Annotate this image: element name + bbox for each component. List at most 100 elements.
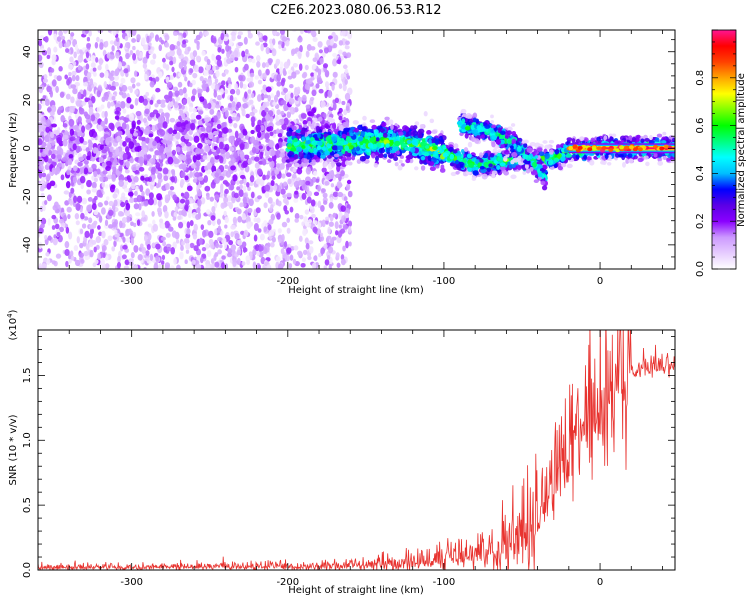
heatmap-cell bbox=[114, 229, 118, 235]
heatmap-cell bbox=[234, 56, 239, 62]
heatmap-cell bbox=[179, 109, 184, 116]
heatmap-cell bbox=[340, 258, 346, 266]
heatmap-cell bbox=[277, 40, 283, 46]
heatmap-cell bbox=[139, 184, 144, 193]
heatmap-cell bbox=[247, 207, 253, 214]
heatmap-cell bbox=[224, 188, 229, 195]
heatmap-cell bbox=[218, 141, 224, 150]
heatmap-cell bbox=[138, 156, 145, 165]
heatmap-cell bbox=[202, 83, 207, 92]
heatmap-cell bbox=[224, 164, 229, 170]
heatmap-cell bbox=[165, 64, 170, 71]
heatmap-cell bbox=[320, 154, 326, 159]
heatmap-cell bbox=[338, 224, 342, 229]
heatmap-cell bbox=[255, 41, 260, 46]
heatmap-cell bbox=[125, 52, 130, 60]
heatmap-cell bbox=[90, 157, 96, 162]
heatmap-cell bbox=[241, 219, 247, 224]
heatmap-cell bbox=[237, 215, 243, 223]
heatmap-cell bbox=[174, 90, 180, 97]
heatmap-cell bbox=[300, 113, 307, 119]
heatmap-cell bbox=[276, 81, 282, 87]
heatmap-cell bbox=[185, 233, 191, 239]
heatmap-cell bbox=[277, 132, 283, 138]
heatmap-cell bbox=[280, 99, 287, 105]
heatmap-cell bbox=[50, 153, 56, 160]
heatmap-cell bbox=[134, 146, 140, 152]
heatmap-cell bbox=[70, 187, 75, 194]
heatmap-cell bbox=[211, 205, 216, 213]
heatmap-cell bbox=[168, 127, 174, 135]
heatmap-cell bbox=[239, 202, 244, 208]
heatmap-cell bbox=[63, 190, 70, 195]
heatmap-cell bbox=[103, 81, 108, 89]
heatmap-cell bbox=[80, 183, 84, 190]
heatmap-cell bbox=[294, 218, 299, 223]
heatmap-cell bbox=[622, 161, 626, 168]
heatmap-cell bbox=[228, 184, 235, 191]
heatmap-cell bbox=[196, 189, 203, 197]
heatmap-cell bbox=[195, 160, 201, 167]
heatmap-cell bbox=[223, 241, 228, 250]
heatmap-cell bbox=[247, 130, 251, 137]
heatmap-cell bbox=[116, 135, 122, 142]
heatmap-cell bbox=[342, 51, 347, 57]
heatmap-cell bbox=[122, 244, 128, 250]
heatmap-cell bbox=[128, 228, 132, 235]
heatmap-cell bbox=[54, 223, 60, 230]
heatmap-cell bbox=[312, 220, 318, 225]
heatmap-cell bbox=[199, 96, 205, 103]
heatmap-cell bbox=[181, 42, 187, 48]
heatmap-cell bbox=[186, 221, 191, 229]
heatmap-cell bbox=[220, 202, 226, 209]
heatmap-cell bbox=[186, 228, 191, 235]
heatmap-cell bbox=[168, 181, 174, 186]
heatmap-cell bbox=[101, 181, 106, 188]
heatmap-cell bbox=[104, 200, 109, 206]
heatmap-cell bbox=[336, 59, 341, 64]
heatmap-cell bbox=[304, 209, 310, 215]
heatmap-cell bbox=[361, 126, 367, 132]
heatmap-cell bbox=[38, 216, 41, 224]
heatmap-cell bbox=[143, 234, 148, 242]
heatmap-cell bbox=[297, 36, 303, 43]
heatmap-cell bbox=[345, 183, 351, 191]
heatmap-cell bbox=[165, 76, 170, 84]
heatmap-cell bbox=[65, 48, 70, 53]
heatmap-cell bbox=[78, 156, 85, 161]
heatmap-cell bbox=[111, 95, 116, 101]
heatmap-cell bbox=[206, 162, 212, 170]
heatmap-cell bbox=[286, 217, 291, 223]
heatmap-cell bbox=[143, 200, 149, 206]
heatmap-cell bbox=[43, 74, 48, 80]
heatmap-cell bbox=[304, 237, 309, 245]
heatmap-cell bbox=[213, 115, 218, 123]
heatmap-cell bbox=[253, 223, 259, 231]
heatmap-cell bbox=[335, 230, 339, 236]
heatmap-cell bbox=[157, 116, 163, 124]
heatmap-cell bbox=[276, 212, 281, 220]
heatmap-cell bbox=[51, 260, 56, 265]
heatmap-cell bbox=[91, 187, 98, 193]
heatmap-cell bbox=[74, 44, 79, 51]
heatmap-cell bbox=[60, 35, 66, 41]
heatmap-cell bbox=[296, 167, 303, 175]
heatmap-cell bbox=[301, 257, 307, 263]
heatmap-cell bbox=[118, 179, 124, 187]
heatmap-cell bbox=[107, 101, 111, 109]
heatmap-cell bbox=[41, 49, 48, 56]
heatmap-cell bbox=[291, 30, 297, 33]
heatmap-cell bbox=[66, 206, 72, 213]
heatmap-cell bbox=[169, 44, 176, 51]
heatmap-cell bbox=[343, 109, 348, 116]
heatmap-cell bbox=[84, 230, 90, 239]
heatmap-cell bbox=[40, 223, 45, 229]
heatmap-cell bbox=[164, 210, 169, 219]
heatmap-cell bbox=[38, 157, 45, 165]
heatmap-cell bbox=[252, 248, 257, 256]
heatmap-cell bbox=[172, 216, 177, 221]
heatmap-cell bbox=[402, 125, 409, 132]
heatmap-cell bbox=[79, 252, 84, 258]
heatmap-cell bbox=[247, 30, 251, 36]
heatmap-cell bbox=[121, 84, 128, 92]
